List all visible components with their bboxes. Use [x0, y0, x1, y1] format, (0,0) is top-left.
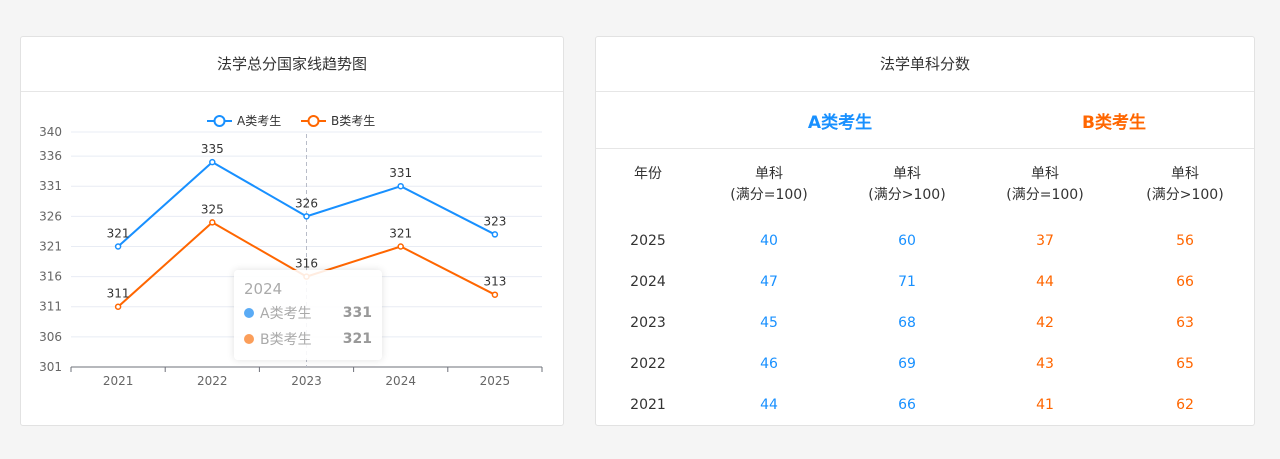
cell-a-full-over100: 68: [898, 314, 916, 331]
x-tick-label: 2023: [291, 374, 322, 388]
chart-tooltip: 2024 A类考生 331 B类考生 321: [234, 270, 382, 360]
y-tick-label: 301: [39, 360, 62, 374]
data-label: 323: [483, 214, 506, 228]
legend-marker-b: [307, 115, 320, 127]
y-tick-label: 326: [39, 209, 62, 223]
x-tick-label: 2025: [480, 374, 511, 388]
data-point: [397, 182, 404, 190]
y-tick-label: 316: [39, 270, 62, 284]
cell-b-full100: 37: [1036, 232, 1054, 249]
table-panel-title: 法学单科分数: [596, 37, 1254, 92]
cell-a-full-over100: 66: [898, 396, 916, 413]
group-header-row: A类考生 B类考生: [596, 92, 1254, 149]
cell-year: 2021: [630, 396, 666, 413]
cell-a-full100: 44: [760, 396, 778, 413]
trend-line-chart[interactable]: 301 306 311 316 321 326 331 336 340 2021 2022 2023 2…: [21, 92, 564, 426]
data-label: 331: [389, 166, 412, 180]
y-tick-label: 340: [39, 125, 62, 139]
cell-b-full100: 44: [1036, 273, 1054, 290]
data-point: [397, 243, 404, 250]
data-point: [114, 303, 122, 310]
table-row: 2023 45 68 42 63: [596, 302, 1254, 343]
tooltip-year: 2024: [244, 280, 283, 298]
tooltip-value-a: 331: [342, 305, 372, 321]
cell-a-full100: 46: [760, 355, 778, 372]
cell-a-full-over100: 69: [898, 355, 916, 372]
legend-label-b: B类考生: [331, 114, 375, 128]
trend-chart-panel: 法学总分国家线趋势图 301 306 311 316 321 326 331 336 340 20…: [20, 36, 564, 426]
header-a-full-over100: 单科 (满分>100): [868, 166, 946, 203]
cell-year: 2025: [630, 232, 666, 249]
cell-year: 2024: [630, 273, 666, 290]
legend-label-a: A类考生: [237, 114, 281, 128]
data-point: [491, 291, 499, 298]
data-label: 335: [201, 142, 224, 156]
data-point: [209, 219, 216, 226]
cell-b-full-over100: 56: [1176, 232, 1194, 249]
header-b-full-over100: 单科 (满分>100): [1146, 166, 1224, 203]
data-point: [209, 158, 216, 166]
y-tick-label: 336: [39, 149, 62, 163]
cell-b-full100: 41: [1036, 396, 1054, 413]
cell-b-full-over100: 63: [1176, 314, 1194, 331]
cell-a-full100: 45: [760, 314, 778, 331]
y-tick-label: 311: [39, 300, 62, 314]
data-point: [114, 243, 122, 250]
cell-b-full-over100: 62: [1176, 396, 1194, 413]
cell-year: 2022: [630, 355, 666, 372]
legend-marker-a: [213, 115, 226, 127]
data-point: [491, 231, 499, 238]
tooltip-name-a: A类考生: [260, 306, 312, 322]
single-subject-panel: 法学单科分数 A类考生 B类考生 年份 单科 (满分=100) 单科 (满分>100…: [595, 36, 1255, 426]
data-point: [303, 213, 310, 220]
cell-a-full100: 40: [760, 232, 778, 249]
tooltip-value-b: 321: [342, 331, 372, 347]
table-row: 2025 40 60 37 56: [596, 220, 1254, 261]
cell-b-full100: 43: [1036, 355, 1054, 372]
cell-year: 2023: [630, 314, 666, 331]
group-b-label: B类考生: [1082, 113, 1146, 133]
header-b-full100: 单科 (满分=100): [1006, 166, 1084, 203]
data-label: 325: [201, 202, 224, 216]
tooltip-name-b: B类考生: [260, 332, 312, 348]
data-label: 326: [295, 196, 318, 210]
table-row: 2021 44 66 41 62: [596, 384, 1254, 425]
data-label: 313: [483, 275, 506, 289]
cell-b-full-over100: 66: [1176, 273, 1194, 290]
x-tick-label: 2022: [197, 374, 228, 388]
cell-a-full100: 47: [760, 273, 778, 290]
tooltip-dot-b: [244, 334, 254, 344]
chart-panel-title: 法学总分国家线趋势图: [21, 37, 563, 92]
data-label: 316: [295, 257, 318, 271]
cell-a-full-over100: 71: [898, 273, 916, 290]
header-a-full100: 单科 (满分=100): [730, 166, 808, 203]
y-tick-label: 331: [39, 179, 62, 193]
data-label: 321: [107, 226, 130, 240]
scores-table: 年份 单科 (满分=100) 单科 (满分>100) 单科 (满分=100) 单科 (满…: [596, 150, 1254, 425]
tooltip-dot-a: [244, 308, 254, 318]
header-year: 年份: [634, 166, 662, 182]
tooltip-row-b: B类考生 321: [244, 326, 372, 352]
table-row: 2024 47 71 44 66: [596, 261, 1254, 302]
table-row: 2022 46 69 43 65: [596, 343, 1254, 384]
x-tick-label: 2024: [385, 374, 416, 388]
group-a-label: A类考生: [807, 113, 873, 133]
data-label: 321: [389, 226, 412, 240]
table-header-row: 年份 单科 (满分=100) 单科 (满分>100) 单科 (满分=100) 单科 (满…: [596, 150, 1254, 220]
x-tick-label: 2021: [103, 374, 134, 388]
cell-a-full-over100: 60: [898, 232, 916, 249]
y-tick-label: 321: [39, 239, 62, 253]
tooltip-row-a: A类考生 331: [244, 300, 372, 326]
cell-b-full100: 42: [1036, 314, 1054, 331]
data-label: 311: [107, 287, 130, 301]
cell-b-full-over100: 65: [1176, 355, 1194, 372]
y-tick-label: 306: [39, 330, 62, 344]
